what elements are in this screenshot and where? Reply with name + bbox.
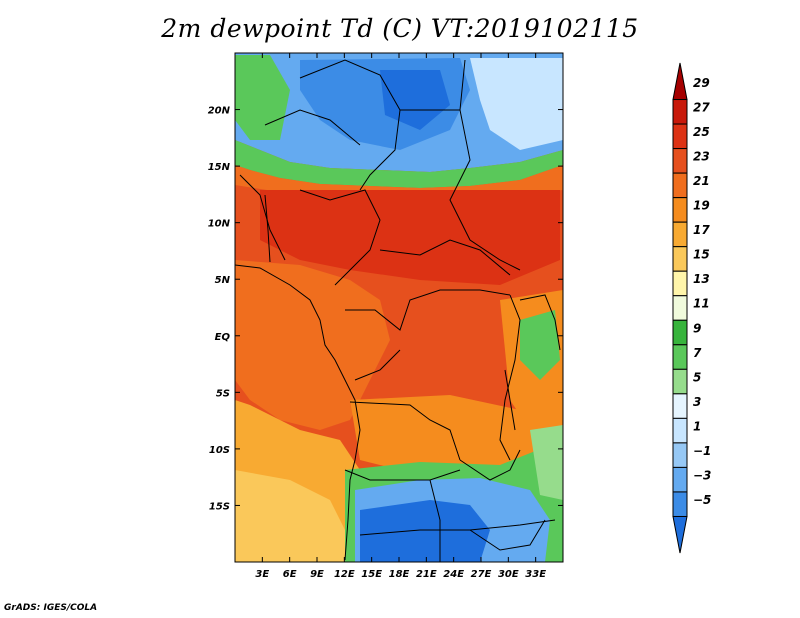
colorbar-bottom-arrow (672, 515, 688, 554)
lake-region-green (520, 310, 560, 380)
colorbar-level-label: 13 (693, 272, 710, 286)
border-nigeria-cameroon (299, 189, 381, 286)
border-namibia-botswana (429, 479, 441, 562)
colorbar-level-label: 17 (693, 223, 710, 237)
lon-tick-label: 9E (310, 569, 324, 580)
colorbar-level-label: 25 (693, 125, 710, 139)
grads-credit: GrADS: IGES/COLA (4, 603, 98, 613)
colorbar-level-label: 15 (693, 248, 710, 262)
colorbar-segment (672, 466, 688, 493)
colorbar-segment (672, 246, 688, 272)
colorbar-segment (672, 99, 688, 125)
lat-tick-label: 20N (208, 106, 231, 117)
lon-tick-label: 27E (471, 569, 492, 580)
border-car (379, 239, 511, 276)
lat-tick-label: 10S (209, 445, 230, 456)
colorbar-segment (672, 393, 688, 419)
lat-tick-label: 15N (208, 162, 231, 173)
colorbar-level-label: 1 (693, 419, 701, 433)
colorbar-top-arrow (672, 62, 688, 101)
colorbar-level-label: 3 (693, 395, 701, 409)
border-uganda-kenya (519, 294, 561, 351)
colorbar-segment (672, 148, 688, 174)
lat-tick-label: 10N (208, 219, 231, 230)
colorbar-segment (672, 197, 688, 223)
colorbar-level-label: −5 (693, 493, 711, 507)
colorbar-level-label: 9 (693, 321, 701, 335)
border-angola-south (344, 469, 461, 481)
lon-tick-label: 12E (334, 569, 355, 580)
lat-tick-label: 5S (216, 388, 230, 399)
central-hot-zone (260, 190, 560, 285)
colorbar-segment (672, 344, 688, 370)
map-title: 2m dewpoint Td (C) VT:2019102115 (161, 14, 639, 43)
colorbar-level-label: 23 (693, 150, 710, 164)
colorbar-level-label: 19 (693, 199, 710, 213)
colorbar-level-label: 11 (693, 297, 710, 311)
southwest-yellow-zone (235, 470, 345, 562)
colorbar-segment (672, 270, 688, 297)
lon-tick-label: 24E (443, 569, 464, 580)
tanzania-dry-zone (530, 425, 563, 500)
colorbar-level-label: 27 (693, 101, 710, 115)
colorbar-level-label: 5 (693, 370, 701, 384)
lon-tick-label: 33E (525, 569, 546, 580)
colorbar-segment (672, 221, 688, 248)
colorbar-level-label: 21 (693, 174, 710, 188)
border-ghana-togo (264, 194, 271, 263)
country-boundaries (235, 59, 561, 562)
south-central-orange (350, 395, 545, 470)
border-sudan (449, 109, 521, 271)
border-zimbabwe (469, 519, 546, 551)
lat-tick-label: 15S (209, 501, 230, 512)
lon-tick-label: 15E (361, 569, 382, 580)
colorbar-level-label: 29 (693, 76, 710, 90)
lon-tick-label: 3E (255, 569, 269, 580)
colorbar: 29 27 25 23 21 19 17 15 13 11 9 7 5 3 1 −1 −3 −5 (672, 62, 711, 554)
colorbar-level-label: 7 (693, 346, 702, 360)
colorbar-segment (672, 295, 688, 321)
north-warm-edge (235, 165, 563, 198)
border-zambia (459, 449, 521, 481)
coastline-west (235, 264, 361, 561)
lake-tanganyika (504, 369, 516, 431)
colorbar-segment (672, 417, 688, 444)
border-angola-north (349, 401, 461, 461)
sahel-green-band (235, 140, 563, 188)
border-drc-west (354, 349, 401, 381)
longitude-ticks: 3E 6E 9E 12E 15E 18E 21E 24E 27E 30E 33E (255, 53, 546, 580)
colorbar-segment (672, 368, 688, 395)
southern-very-dry-zone (360, 500, 490, 562)
lon-tick-label: 30E (498, 569, 519, 580)
colorbar-segment (672, 491, 688, 517)
colorbar-level-label: −1 (693, 444, 711, 458)
colorbar-segment (672, 123, 688, 150)
sahel-transition-light (470, 58, 563, 150)
gulf-coast-zone (235, 260, 390, 430)
lon-tick-label: 6E (283, 569, 297, 580)
colorbar-segment (672, 172, 688, 199)
border-drc-north (345, 289, 511, 331)
latitude-ticks: 20N 15N 10N 5N EQ 5S 10S 15S (208, 106, 563, 512)
lat-tick-label: EQ (215, 332, 231, 343)
lat-tick-label: 5N (215, 275, 231, 286)
lon-tick-label: 18E (389, 569, 410, 580)
west-coast-green (235, 55, 290, 140)
border-west-africa (239, 174, 286, 261)
colorbar-segment (672, 442, 688, 468)
sahara-core (380, 70, 450, 130)
map-plot-area (235, 53, 563, 562)
colorbar-level-label: −3 (693, 468, 711, 482)
colorbar-segment (672, 319, 688, 346)
border-east-africa (499, 294, 521, 461)
lon-tick-label: 21E (416, 569, 437, 580)
border-sahel-line (264, 109, 361, 146)
